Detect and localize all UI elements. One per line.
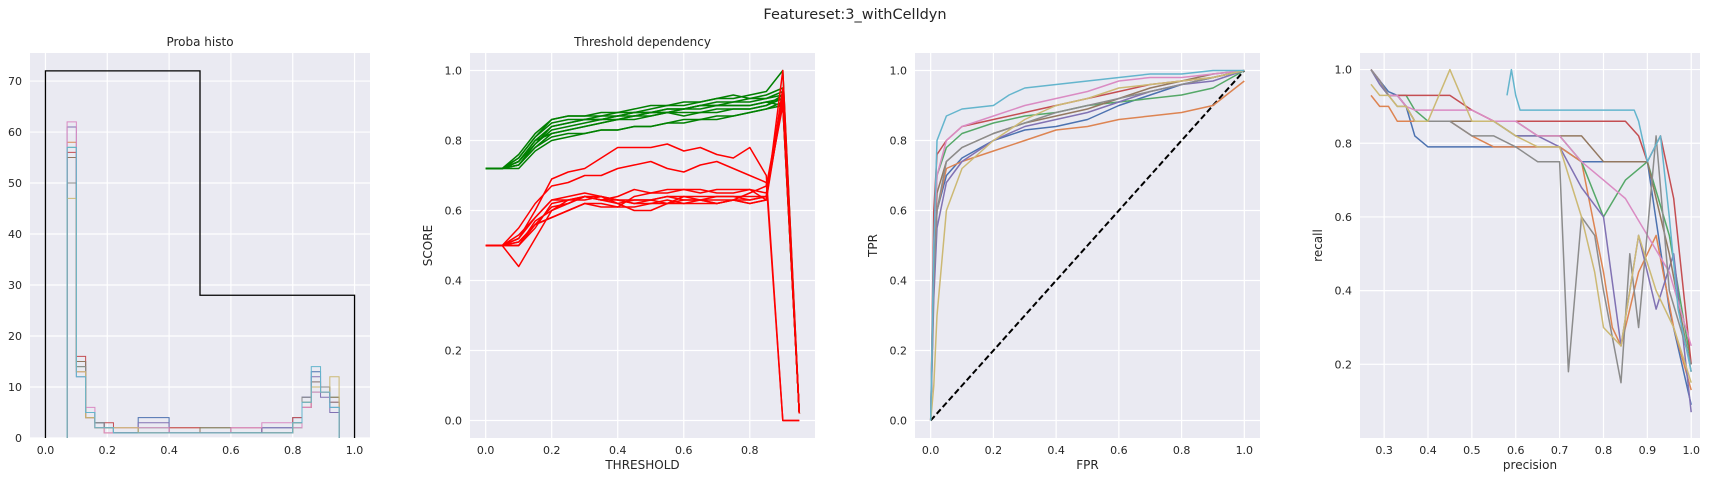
y-tick-label: 0.4: [890, 275, 908, 288]
x-tick-label: 0.6: [1110, 444, 1128, 457]
y-tick-label: 0: [15, 432, 22, 445]
series-line-8: [929, 69, 1245, 421]
x-tick-label: 1.0: [1236, 444, 1254, 457]
figure-suptitle: Featureset:3_withCelldyn: [763, 7, 946, 23]
x-tick-label: 0.8: [1173, 444, 1191, 457]
x-tick-label: 0.8: [741, 444, 759, 457]
x-axis-label: THRESHOLD: [604, 458, 679, 472]
series-line-19: [485, 101, 801, 414]
series-line-1: [485, 69, 801, 414]
x-tick-label: 0.0: [37, 444, 55, 457]
x-axis-label: FPR: [1076, 458, 1098, 472]
y-tick-label: 0.8: [1335, 137, 1353, 150]
series-line-9: [1506, 68, 1692, 372]
y-tick-label: 0.4: [445, 275, 463, 288]
x-tick-label: 0.2: [985, 444, 1003, 457]
y-tick-label: 1.0: [445, 65, 463, 78]
y-tick-label: 0.2: [1335, 358, 1353, 371]
x-tick-label: 0.6: [1507, 444, 1525, 457]
y-tick-label: 50: [8, 177, 22, 190]
x-tick-label: 0.4: [160, 444, 178, 457]
y-tick-label: 0.6: [890, 205, 908, 218]
axes-background: [1360, 53, 1700, 438]
y-tick-label: 0.8: [890, 135, 908, 148]
y-tick-label: 0.8: [445, 135, 463, 148]
chance-diagonal: [929, 69, 1246, 422]
y-tick-label: 0.6: [1335, 211, 1353, 224]
y-axis-label: SCORE: [421, 225, 435, 266]
x-tick-label: 1.0: [346, 444, 364, 457]
y-tick-label: 0.4: [1335, 285, 1353, 298]
plot-area: [485, 69, 801, 422]
x-tick-label: 0.9: [1639, 444, 1657, 457]
y-axis-label: recall: [1311, 229, 1325, 262]
series-line-6: [929, 69, 1245, 421]
y-tick-label: 0.0: [890, 415, 908, 428]
series-line-8: [1370, 68, 1692, 383]
y-tick-label: 20: [8, 330, 22, 343]
hist-step-series-9: [66, 146, 340, 438]
y-tick-label: 60: [8, 126, 22, 139]
y-tick-label: 0.2: [890, 345, 908, 358]
x-tick-label: 0.0: [922, 444, 940, 457]
y-tick-label: 1.0: [1335, 64, 1353, 77]
y-tick-label: 40: [8, 228, 22, 241]
y-tick-label: 0.0: [445, 415, 463, 428]
panel-proba-histo: 0.0 0.2 0.4 0.6 0.8 1.0 0 10 20 30 40 50 60 70 Proba h…: [8, 35, 370, 457]
series-line-6: [485, 97, 801, 414]
series-line-9: [485, 104, 801, 414]
series-line-10: [485, 143, 800, 422]
y-tick-label: 70: [8, 75, 22, 88]
x-tick-label: 0.3: [1375, 444, 1393, 457]
x-tick-label: 0.2: [99, 444, 117, 457]
panel-roc-curve: 0.0 0.2 0.4 0.6 0.8 1.0 0.0 0.2 0.4 0.6 0.8 1.0 FPR T…: [866, 53, 1260, 472]
y-tick-label: 0.2: [445, 345, 463, 358]
series-line-11: [485, 160, 800, 422]
x-tick-label: 0.0: [477, 444, 495, 457]
x-tick-label: 0.8: [284, 444, 302, 457]
x-axis-label: precision: [1503, 458, 1557, 472]
x-tick-label: 0.4: [609, 444, 627, 457]
hist-step-reference: [44, 70, 356, 438]
series-line-7: [929, 69, 1245, 421]
series-line-7: [485, 101, 801, 414]
panel-threshold-dependency: 0.0 0.2 0.4 0.6 0.8 0.0 0.2 0.4 0.6 0.8 1.0 Thresho…: [421, 35, 815, 472]
series-line-17: [485, 87, 801, 414]
y-tick-label: 10: [8, 381, 22, 394]
plot-area: [1370, 68, 1692, 413]
x-tick-label: 0.5: [1463, 444, 1481, 457]
series-line-9: [929, 69, 1245, 421]
panel-precision-recall: 0.3 0.4 0.5 0.6 0.7 0.8 0.9 1.0 0.2 0.4 0.6 0.8 1.0 p…: [1311, 53, 1700, 472]
plot-area: [929, 69, 1246, 422]
x-tick-label: 0.6: [675, 444, 693, 457]
x-tick-label: 0.7: [1551, 444, 1569, 457]
x-tick-label: 0.2: [543, 444, 561, 457]
y-tick-label: 30: [8, 279, 22, 292]
panel-title: Threshold dependency: [573, 35, 711, 49]
y-tick-label: 1.0: [890, 65, 908, 78]
plot-area: [44, 70, 356, 438]
x-tick-label: 1.0: [1682, 444, 1700, 457]
x-tick-label: 0.4: [1047, 444, 1065, 457]
x-tick-label: 0.6: [222, 444, 240, 457]
x-tick-label: 0.4: [1419, 444, 1437, 457]
y-tick-label: 0.6: [445, 205, 463, 218]
y-axis-label: TPR: [866, 234, 880, 258]
x-tick-label: 0.8: [1595, 444, 1613, 457]
series-line-8: [485, 94, 801, 414]
panel-title: Proba histo: [166, 35, 233, 49]
